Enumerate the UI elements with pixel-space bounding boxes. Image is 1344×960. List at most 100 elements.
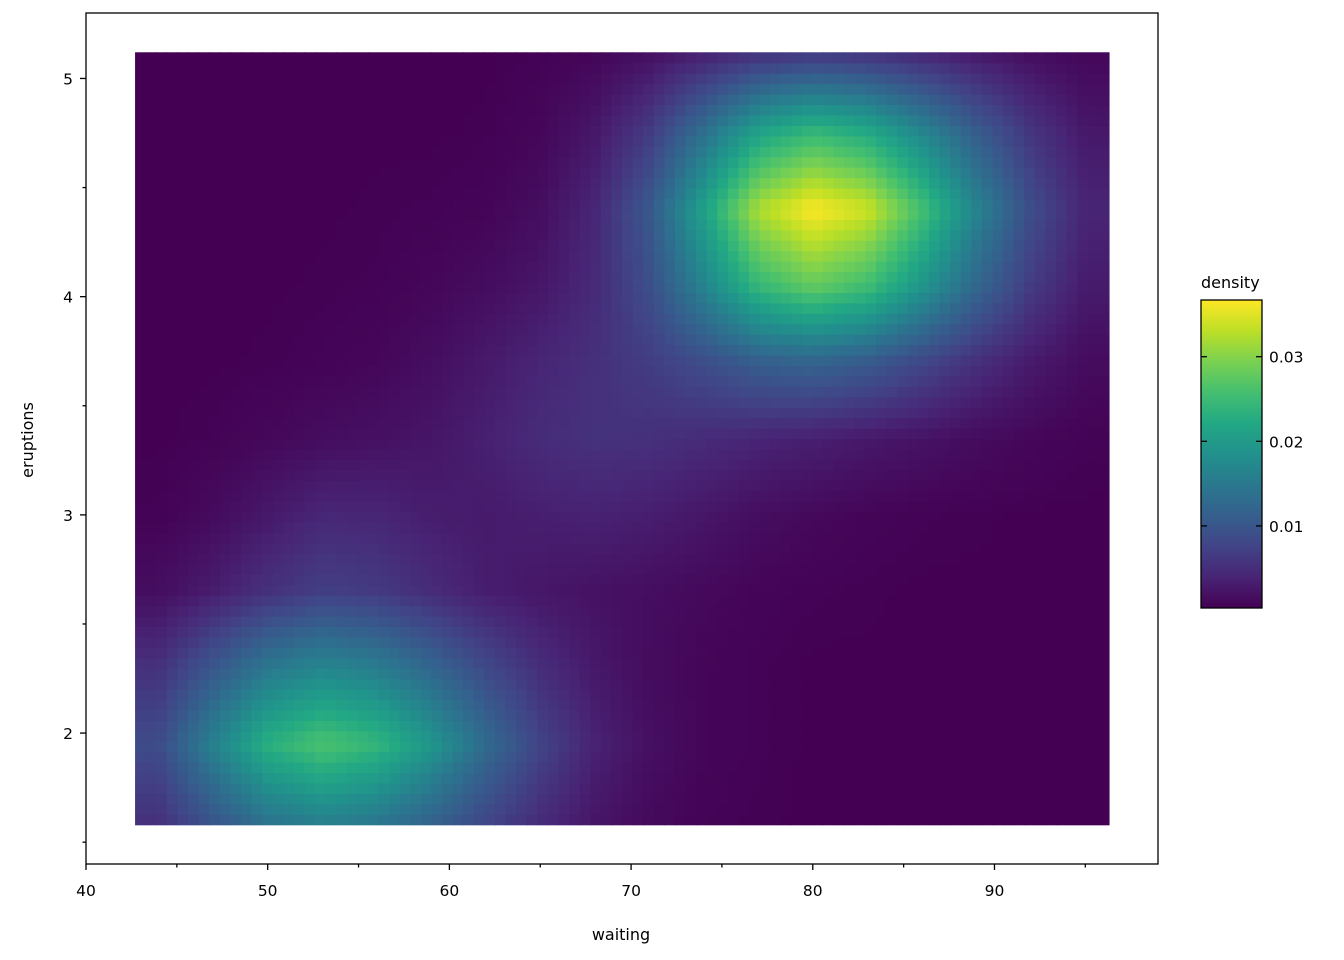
heatmap-cell: [177, 448, 189, 460]
heatmap-cell: [611, 448, 623, 460]
heatmap-cell: [187, 720, 200, 732]
heatmap-cell: [844, 709, 856, 721]
heatmap-cell: [971, 281, 983, 293]
heatmap-cell: [198, 678, 210, 690]
heatmap-cell: [876, 741, 888, 753]
heatmap-cell: [230, 636, 242, 648]
heatmap-cell: [1024, 313, 1036, 325]
heatmap-cell: [950, 668, 962, 680]
heatmap-cell: [420, 595, 433, 607]
heatmap-cell: [251, 417, 263, 429]
heatmap-cell: [696, 542, 708, 554]
heatmap-cell: [674, 595, 687, 607]
heatmap-cell: [293, 741, 306, 753]
heatmap-cell: [251, 302, 263, 314]
heatmap-cell: [230, 605, 242, 617]
heatmap-cell: [325, 334, 337, 346]
heatmap-cell: [537, 501, 549, 513]
heatmap-cell: [780, 626, 792, 638]
heatmap-cell: [759, 396, 771, 408]
heatmap-cell: [431, 595, 443, 607]
heatmap-cell: [674, 480, 687, 492]
heatmap-cell: [325, 511, 337, 523]
heatmap-cell: [367, 448, 380, 460]
heatmap-cell: [166, 292, 178, 304]
heatmap-cell: [791, 647, 803, 659]
heatmap-cell: [801, 511, 814, 523]
heatmap-cell: [304, 678, 316, 690]
heatmap-cell: [865, 365, 877, 377]
heatmap-cell: [674, 438, 687, 450]
heatmap-cell: [1024, 751, 1036, 763]
heatmap-cell: [939, 313, 951, 325]
heatmap-cell: [579, 563, 591, 575]
heatmap-cell: [886, 438, 898, 450]
heatmap-cell: [801, 803, 814, 815]
heatmap-cell: [272, 459, 284, 471]
heatmap-cell: [494, 615, 507, 627]
heatmap-cell: [801, 302, 814, 314]
heatmap-cell: [187, 459, 200, 471]
heatmap-cell: [907, 532, 919, 544]
heatmap-cell: [749, 709, 761, 721]
heatmap-cell: [1056, 605, 1068, 617]
heatmap-cell: [865, 636, 877, 648]
heatmap-cell: [590, 459, 602, 471]
heatmap-cell: [759, 689, 771, 701]
heatmap-cell: [262, 772, 274, 784]
heatmap-cell: [632, 459, 644, 471]
heatmap-cell: [135, 782, 147, 795]
heatmap-cell: [1024, 459, 1036, 471]
heatmap-cell: [272, 292, 284, 304]
heatmap-cell: [1045, 605, 1057, 617]
heatmap-cell: [1024, 762, 1036, 774]
heatmap-cell: [632, 782, 644, 795]
heatmap-cell: [1013, 689, 1025, 701]
heatmap-cell: [378, 730, 390, 742]
heatmap-cell: [494, 459, 507, 471]
heatmap-cell: [844, 469, 856, 481]
heatmap-cell: [526, 386, 538, 398]
heatmap-cell: [1024, 553, 1036, 565]
heatmap-cell: [156, 428, 168, 440]
heatmap-cell: [600, 720, 613, 732]
heatmap-cell: [738, 313, 750, 325]
heatmap-cell: [484, 302, 496, 314]
heatmap-cell: [685, 563, 697, 575]
heatmap-cell: [378, 334, 390, 346]
heatmap-cell: [156, 281, 168, 293]
heatmap-cell: [1045, 407, 1057, 419]
heatmap-cell: [992, 574, 1004, 586]
heatmap-cell: [145, 814, 157, 826]
heatmap-cell: [791, 480, 803, 492]
heatmap-cell: [1066, 396, 1078, 408]
heatmap-cell: [706, 584, 718, 596]
heatmap-cell: [420, 741, 433, 753]
heatmap-cell: [516, 313, 528, 325]
heatmap-cell: [399, 448, 411, 460]
heatmap-cell: [1024, 365, 1036, 377]
heatmap-cell: [643, 354, 655, 367]
heatmap-cell: [494, 354, 507, 367]
heatmap-cell: [590, 741, 602, 753]
heatmap-cell: [759, 626, 771, 638]
heatmap-cell: [452, 678, 464, 690]
heatmap-cell: [177, 313, 189, 325]
heatmap-cell: [939, 772, 951, 784]
heatmap-cell: [537, 730, 549, 742]
heatmap-cell: [981, 772, 994, 784]
heatmap-cell: [198, 626, 210, 638]
heatmap-cell: [928, 375, 941, 387]
heatmap-cell: [643, 438, 655, 450]
heatmap-cell: [1034, 699, 1047, 711]
heatmap-cell: [1056, 281, 1068, 293]
heatmap-cell: [209, 720, 221, 732]
heatmap-cell: [685, 501, 697, 513]
heatmap-cell: [558, 584, 570, 596]
heatmap-cell: [897, 595, 909, 607]
heatmap-cell: [1077, 532, 1089, 544]
heatmap-cell: [431, 250, 443, 262]
heatmap-cell: [177, 741, 189, 753]
heatmap-cell: [315, 313, 327, 325]
heatmap-cell: [749, 584, 761, 596]
